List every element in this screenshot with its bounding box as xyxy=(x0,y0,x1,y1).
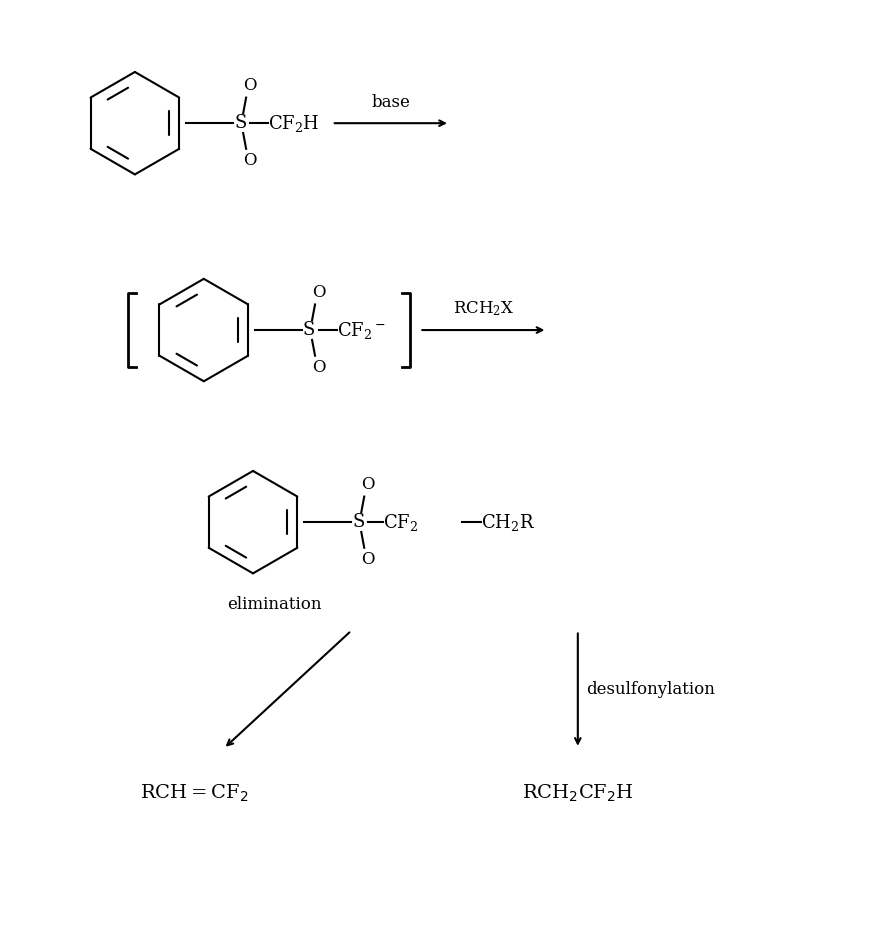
Text: S: S xyxy=(303,321,315,339)
Text: O: O xyxy=(313,359,326,376)
Text: $\mathregular{CF_2H}$: $\mathregular{CF_2H}$ xyxy=(268,113,320,133)
Text: elimination: elimination xyxy=(228,596,322,613)
Text: base: base xyxy=(372,94,411,111)
Text: O: O xyxy=(313,285,326,301)
Text: O: O xyxy=(244,77,257,94)
Text: S: S xyxy=(234,114,246,132)
Text: $\mathregular{CF_2}$: $\mathregular{CF_2}$ xyxy=(383,511,419,533)
Text: $\mathregular{CH_2R}$: $\mathregular{CH_2R}$ xyxy=(481,511,535,533)
Text: $\mathregular{RCH_2X}$: $\mathregular{RCH_2X}$ xyxy=(453,299,514,318)
Text: $\mathregular{CF_2}^-$: $\mathregular{CF_2}^-$ xyxy=(336,320,386,341)
Text: O: O xyxy=(244,152,257,169)
Text: RCH$_2$CF$_2$H: RCH$_2$CF$_2$H xyxy=(522,783,634,803)
Text: O: O xyxy=(361,551,375,568)
Text: desulfonylation: desulfonylation xyxy=(585,681,714,698)
Text: S: S xyxy=(352,513,365,531)
Text: RCH$\mathregular{=}$CF$_2$: RCH$\mathregular{=}$CF$_2$ xyxy=(140,783,248,803)
Text: O: O xyxy=(361,476,375,494)
